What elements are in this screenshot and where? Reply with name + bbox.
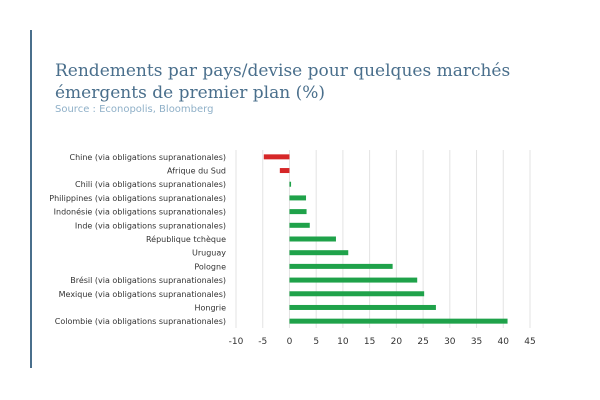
category-label: Colombie (via obligations supranationale…: [55, 317, 226, 326]
bar: [289, 250, 349, 256]
bar: [289, 291, 425, 297]
category-label: Pologne: [194, 262, 226, 271]
bar: [279, 168, 290, 174]
bar: [289, 222, 310, 228]
bar: [289, 209, 307, 215]
category-labels: Chine (via obligations supranationales) A…: [49, 153, 226, 326]
x-tick-label: -10: [229, 337, 244, 347]
x-tick-label: 0: [287, 337, 293, 347]
bars: [263, 154, 508, 324]
category-label: Chine (via obligations supranationales): [69, 153, 226, 162]
bar: [289, 195, 307, 201]
x-tick-label: 45: [524, 337, 535, 347]
x-tick-label: 5: [313, 337, 319, 347]
bar: [289, 263, 393, 269]
category-label: Philippines (via obligations supranation…: [49, 194, 226, 203]
bar: [289, 277, 418, 283]
x-tick-label: 10: [337, 337, 349, 347]
bar: [263, 154, 290, 160]
category-label: Mexique (via obligations supranationales…: [59, 290, 226, 299]
x-tick-label: 20: [391, 337, 403, 347]
chart-title: Rendements par pays/devise pour quelques…: [55, 61, 511, 103]
category-label: Indonésie (via obligations supranational…: [54, 207, 226, 217]
category-label: Chili (via obligations supranationales): [75, 180, 226, 189]
x-tick-label: 30: [444, 337, 456, 347]
x-tick-label: 35: [471, 337, 482, 347]
gridlines: [235, 150, 531, 328]
x-tick-label: 15: [364, 337, 375, 347]
category-label: Inde (via obligations supranationales): [75, 221, 226, 230]
bar: [289, 236, 336, 242]
chart-source: Source : Econopolis, Bloomberg: [55, 104, 214, 115]
category-label: République tchèque: [146, 234, 226, 244]
category-label: Uruguay: [192, 249, 226, 258]
category-label: Afrique du Sud: [167, 167, 226, 176]
category-label: Hongrie: [195, 303, 227, 312]
bar: [289, 304, 436, 310]
accent-bar: [30, 30, 32, 368]
x-tick-label: 25: [417, 337, 428, 347]
x-tick-label: -5: [258, 337, 267, 347]
category-label: Brésil (via obligations supranationales): [70, 275, 226, 285]
bar: [289, 318, 508, 324]
x-tick-label: 40: [498, 337, 510, 347]
bar: [289, 181, 292, 187]
x-tick-labels: -10 -5 0 5 10 15 20 25 30 35 40 45: [229, 337, 536, 347]
